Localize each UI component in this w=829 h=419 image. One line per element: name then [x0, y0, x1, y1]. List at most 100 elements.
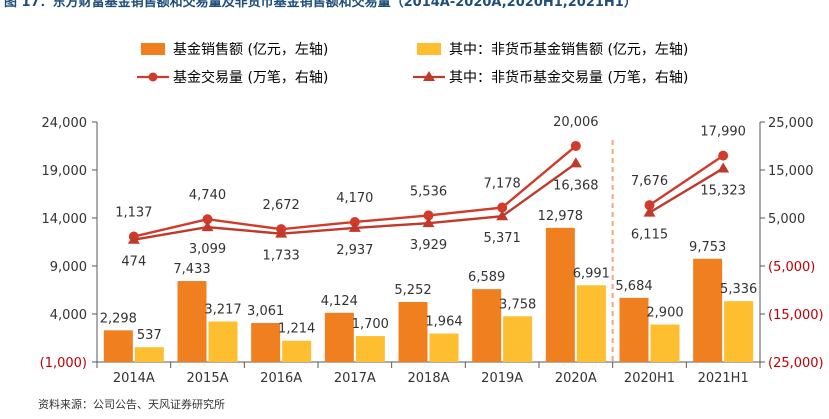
bar-label-sales: 3,061 [247, 304, 284, 319]
x-tick-label: 2018A [408, 371, 450, 386]
bar-nonmonetary-sales [208, 321, 238, 362]
marker-triangle [201, 221, 214, 232]
line-label-nonmonetary-transactions: 5,371 [484, 231, 521, 246]
figure-caption: 图 17：东方财富基金销售额和交易量及非货币基金销售额和交易量（2014A-20… [4, 0, 637, 8]
left-tick-label: 24,000 [42, 116, 88, 131]
right-tick-label: 15,000 [768, 164, 814, 179]
legend-label-2: 其中：非货币基金销售额 (亿元，左轴) [449, 41, 688, 58]
bar-label-sales: 6,589 [468, 270, 505, 285]
bar-nonmonetary-sales [724, 301, 754, 362]
line-label-transactions: 2,672 [263, 198, 300, 213]
bar-fund-sales [251, 323, 281, 362]
bar-label-nonmonetary: 2,900 [646, 306, 683, 321]
line-label-transactions: 4,740 [189, 188, 226, 203]
line-label-transactions: 4,170 [336, 191, 373, 206]
left-tick-label: 19,000 [42, 164, 88, 179]
line-label-nonmonetary-transactions: 1,733 [263, 249, 300, 264]
line-label-transactions: 5,536 [410, 184, 447, 199]
bar-fund-sales [324, 312, 354, 362]
x-tick-label: 2017A [334, 371, 376, 386]
marker-circle [718, 150, 729, 161]
line-fund-transactions-segment-2 [648, 154, 724, 207]
line-label-nonmonetary-transactions: 3,099 [189, 242, 226, 257]
line-label-nonmonetary-transactions: 16,368 [553, 178, 599, 193]
marker-triangle [127, 233, 140, 244]
bar-nonmonetary-sales [650, 324, 680, 362]
left-tick-label: 14,000 [42, 212, 88, 227]
bar-fund-sales [693, 258, 723, 362]
bar-nonmonetary-sales [134, 347, 164, 362]
line-nonmonetary-transactions-segment-2 [648, 167, 724, 214]
bar-fund-sales [619, 297, 649, 362]
legend-marker-triangle [423, 71, 435, 81]
bar-fund-sales [545, 227, 575, 362]
marker-circle [423, 210, 434, 221]
legend-label-3: 基金交易量 (万笔，右轴) [173, 69, 328, 86]
right-tick-label: 5,000 [768, 212, 805, 227]
bar-label-sales: 5,684 [615, 279, 652, 294]
bar-fund-sales [177, 281, 207, 362]
bar-label-nonmonetary: 3,217 [204, 303, 241, 318]
line-label-nonmonetary-transactions: 2,937 [336, 243, 373, 258]
legend-marker-circle [148, 72, 158, 82]
marker-circle [497, 202, 508, 213]
bar-label-nonmonetary: 1,214 [278, 322, 315, 337]
marker-triangle [569, 157, 582, 168]
x-tick-label: 2015A [187, 371, 229, 386]
right-tick-label: (25,000) [768, 356, 824, 371]
left-tick-label: 9,000 [50, 260, 87, 275]
line-label-transactions: 7,178 [484, 177, 521, 192]
right-tick-label: (15,000) [768, 308, 824, 323]
x-tick-label: 2014A [113, 371, 155, 386]
bar-label-nonmonetary: 537 [137, 328, 162, 343]
legend-label-4: 其中：非货币基金交易量 (万笔，右轴) [449, 69, 688, 86]
bar-label-sales: 4,124 [321, 294, 358, 309]
legend-swatch-2 [417, 43, 441, 55]
x-tick-label: 2020H1 [624, 371, 675, 386]
line-label-transactions: 20,006 [553, 115, 599, 130]
bar-label-sales: 7,433 [173, 262, 210, 277]
line-label-transactions: 7,676 [631, 174, 668, 189]
marker-triangle [275, 227, 288, 238]
right-tick-label: 25,000 [768, 116, 814, 131]
bar-label-nonmonetary: 3,758 [499, 297, 536, 312]
bar-label-nonmonetary: 5,336 [720, 282, 757, 297]
marker-circle [202, 214, 213, 225]
bar-nonmonetary-sales [576, 285, 606, 362]
line-label-nonmonetary-transactions: 6,115 [631, 228, 668, 243]
bar-label-sales: 9,753 [689, 240, 726, 255]
marker-triangle [643, 206, 656, 217]
x-tick-label: 2019A [481, 371, 523, 386]
marker-triangle [717, 162, 730, 173]
legend-swatch-1 [141, 43, 165, 55]
bar-nonmonetary-sales [355, 336, 385, 362]
line-label-nonmonetary-transactions: 15,323 [700, 183, 746, 198]
bar-label-sales: 2,298 [100, 311, 137, 326]
x-tick-label: 2021H1 [698, 371, 749, 386]
bar-label-nonmonetary: 1,964 [425, 315, 462, 330]
bar-label-nonmonetary: 1,700 [352, 317, 389, 332]
bar-fund-sales [398, 301, 428, 362]
source-note: 资料来源：公司公告、天风证券研究所 [38, 398, 225, 411]
left-tick-label: 4,000 [50, 308, 87, 323]
x-tick-label: 2016A [260, 371, 302, 386]
bar-label-sales: 5,252 [394, 283, 431, 298]
right-tick-label: (5,000) [768, 260, 815, 275]
line-label-transactions: 1,137 [115, 206, 152, 221]
marker-triangle [422, 217, 435, 228]
marker-circle [644, 200, 655, 211]
marker-triangle [348, 221, 361, 232]
bar-nonmonetary-sales [429, 333, 459, 362]
legend-label-1: 基金销售额 (亿元，左轴) [173, 41, 328, 58]
bar-label-nonmonetary: 6,991 [573, 266, 610, 281]
bar-nonmonetary-sales [503, 316, 533, 362]
figure-caption-strip: 图 17：东方财富基金销售额和交易量及非货币基金销售额和交易量（2014A-20… [0, 0, 829, 8]
line-label-transactions: 17,990 [700, 125, 746, 140]
bar-nonmonetary-sales [282, 340, 312, 362]
marker-triangle [496, 210, 509, 221]
line-label-nonmonetary-transactions: 474 [121, 255, 146, 270]
bar-fund-sales [472, 289, 502, 362]
bar-label-sales: 12,978 [538, 209, 584, 224]
left-tick-label: (1,000) [40, 356, 87, 371]
